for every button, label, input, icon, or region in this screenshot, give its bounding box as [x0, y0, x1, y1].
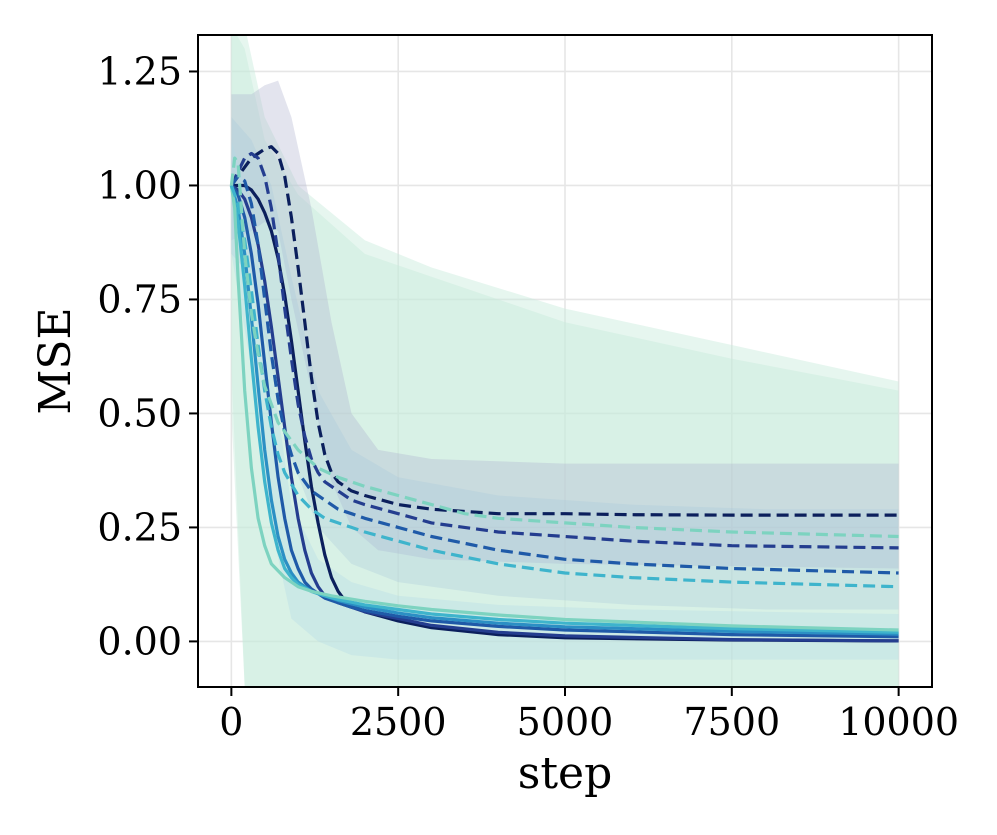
y-tick-label: 0.25	[97, 505, 182, 549]
x-axis-title: step	[518, 748, 612, 799]
x-tick-label: 2500	[350, 700, 447, 744]
dashed-series-line	[229, 151, 899, 550]
grid	[198, 35, 932, 687]
confidence-band	[231, 35, 899, 687]
x-tick-label: 7500	[683, 700, 780, 744]
dashed-series-line	[229, 156, 899, 539]
confidence-band	[231, 80, 899, 569]
x-tick-label: 0	[219, 700, 243, 744]
confidence-band	[231, 117, 899, 610]
x-tick-label: 10000	[838, 700, 959, 744]
y-tick-label: 1.25	[97, 49, 182, 93]
y-tick-label: 1.00	[97, 163, 182, 207]
solid-series-line	[231, 183, 899, 643]
axis-ticks: 0 2500 5000 7500 10000 0.00 0.25 0.50 0.75 1.00 1.…	[97, 49, 959, 744]
confidence-band	[231, 139, 899, 660]
y-tick-label: 0.50	[97, 391, 182, 435]
x-tick-label: 5000	[517, 700, 614, 744]
confidence-bands	[231, 35, 899, 687]
y-tick-label: 0.00	[97, 619, 182, 663]
series-lines	[229, 145, 899, 643]
y-tick-label: 0.75	[97, 277, 182, 321]
solid-series-line	[229, 185, 899, 632]
dashed-series-line	[229, 184, 899, 589]
y-axis-title: MSE	[30, 307, 81, 414]
dashed-series-line	[230, 174, 899, 575]
confidence-band	[231, 35, 899, 687]
dashed-series-line	[230, 145, 899, 517]
solid-series-line	[230, 184, 899, 639]
